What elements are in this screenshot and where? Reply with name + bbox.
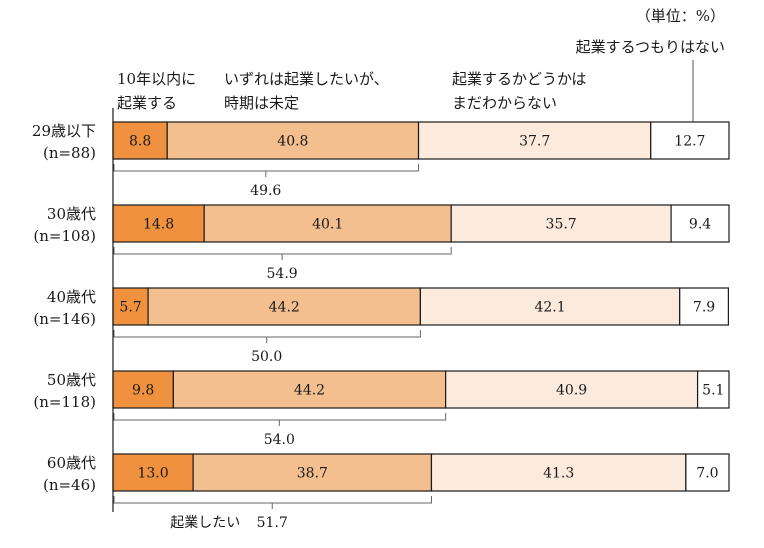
value-label-4-2: 41.3 — [543, 466, 574, 482]
subtotal-value-4: 51.7 — [257, 515, 288, 531]
value-label-0-3: 12.7 — [674, 134, 705, 150]
category-n-4: (n=46) — [43, 476, 96, 494]
subtotal-annotations: 49.6 54.9 50.0 54.0 51.7 起業したい — [113, 164, 452, 531]
bar-seg-1-1 — [203, 204, 452, 243]
bar-seg-2-3 — [679, 287, 729, 326]
value-label-2-1: 44.2 — [269, 300, 300, 316]
category-label-0: 29歳以下 — [32, 122, 96, 140]
bar-seg-3-1 — [172, 370, 447, 409]
subtotal-value-2: 50.0 — [251, 349, 282, 365]
bar-seg-1-3 — [670, 204, 730, 243]
value-label-1-1: 40.1 — [312, 217, 343, 233]
value-label-3-2: 40.9 — [556, 383, 587, 399]
value-label-0-2: 37.7 — [519, 134, 550, 150]
bar-seg-0-3 — [650, 121, 730, 160]
bar-seg-0-2 — [417, 121, 652, 160]
category-n-1: (n=108) — [33, 227, 96, 245]
bar-seg-4-3 — [685, 453, 730, 492]
bar-seg-2-2 — [419, 287, 681, 326]
bar-seg-3-2 — [445, 370, 699, 409]
value-label-1-3: 9.4 — [689, 217, 711, 233]
value-label-1-2: 35.7 — [546, 217, 577, 233]
value-label-3-0: 9.8 — [132, 383, 154, 399]
value-labels: 8.8 40.8 37.7 12.7 14.8 40.1 35.7 9.4 5.7 44.2 42.… — [119, 134, 724, 482]
bar-seg-4-0 — [112, 453, 194, 492]
bar-seg-4-1 — [192, 453, 433, 492]
subtotal-bracket-1 — [113, 247, 452, 255]
subtotal-value-0: 49.6 — [250, 183, 281, 199]
value-label-0-0: 8.8 — [129, 134, 151, 150]
category-label-3: 50歳代 — [47, 371, 96, 389]
bar-seg-2-1 — [147, 287, 421, 326]
value-label-0-1: 40.8 — [277, 134, 308, 150]
value-label-1-0: 14.8 — [143, 217, 174, 233]
category-labels: 29歳以下 (n=88) 30歳代 (n=108) 40歳代 (n=146) 50歳代 (n=… — [32, 122, 96, 494]
value-label-4-3: 7.0 — [696, 466, 718, 482]
value-label-3-3: 5.1 — [702, 383, 724, 399]
subtotal-bracket-3 — [113, 413, 447, 421]
subtotal-bracket-2 — [113, 330, 421, 338]
legend-label-series-1: いずれは起業したいが、時期は未定 — [224, 70, 389, 112]
category-label-4: 60歳代 — [47, 454, 96, 472]
legend-label-series-2: 起業するかどうかはまだわからない — [452, 70, 586, 112]
category-n-0: (n=88) — [43, 144, 96, 162]
bars — [112, 121, 730, 492]
subtotal-label: 起業したい — [170, 515, 240, 531]
value-label-2-3: 7.9 — [693, 300, 715, 316]
subtotal-value-1: 54.9 — [267, 266, 298, 282]
legend-label-series-0: 10年以内に起業する — [117, 70, 196, 112]
bar-seg-0-1 — [166, 121, 420, 160]
category-n-3: (n=118) — [33, 393, 96, 411]
legend-label-series-3: 起業するつもりはない — [576, 38, 725, 56]
category-label-2: 40歳代 — [47, 288, 96, 306]
bar-seg-3-3 — [696, 370, 730, 409]
subtotal-bracket-4 — [113, 496, 432, 504]
subtotal-value-3: 54.0 — [264, 432, 295, 448]
value-label-4-0: 13.0 — [137, 466, 168, 482]
value-label-2-2: 42.1 — [534, 300, 565, 316]
category-n-2: (n=146) — [33, 310, 96, 328]
value-label-4-1: 38.7 — [297, 466, 328, 482]
subtotal-bracket-0 — [113, 164, 420, 172]
unit-label: （単位：%） — [636, 7, 725, 25]
value-label-3-1: 44.2 — [294, 383, 325, 399]
bar-seg-4-2 — [430, 453, 687, 492]
value-label-2-0: 5.7 — [119, 300, 141, 316]
category-label-1: 30歳代 — [47, 205, 96, 223]
